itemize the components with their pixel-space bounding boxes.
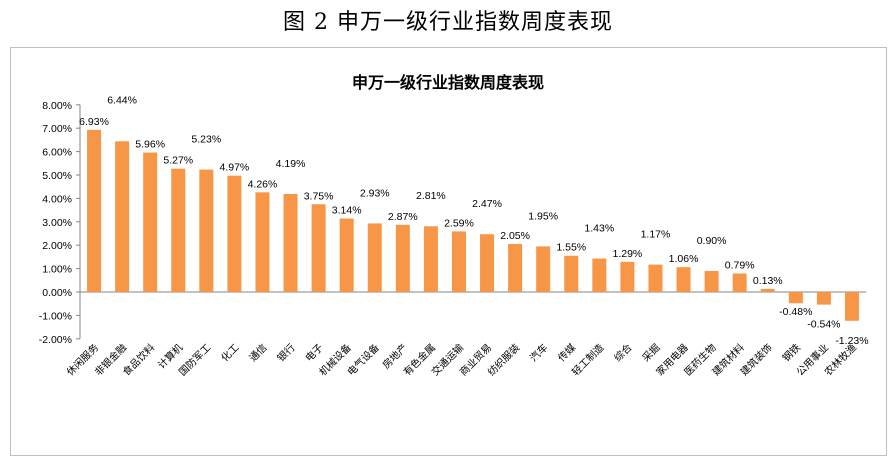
bar bbox=[255, 192, 270, 292]
data-label: 6.93% bbox=[79, 116, 109, 128]
y-tick-label: -1.00% bbox=[39, 310, 72, 322]
data-label: 1.95% bbox=[528, 210, 558, 222]
data-label: 4.26% bbox=[248, 178, 278, 190]
data-labels: 6.93% 6.44% 5.96% 5.27% 5.23% 4.97% 4.26% 4.19%… bbox=[79, 94, 868, 346]
data-label: -0.54% bbox=[807, 319, 840, 331]
bar bbox=[227, 175, 242, 292]
bar bbox=[395, 224, 410, 292]
data-label: 4.19% bbox=[276, 158, 306, 170]
bar bbox=[788, 292, 803, 304]
bar bbox=[115, 141, 130, 292]
y-tick-label: 7.00% bbox=[42, 123, 72, 135]
data-label: 5.27% bbox=[163, 155, 193, 167]
data-label: -0.48% bbox=[779, 306, 812, 318]
chart-title: 申万一级行业指数周度表现 bbox=[352, 73, 544, 92]
bar bbox=[311, 204, 326, 292]
bar bbox=[648, 264, 663, 292]
bar bbox=[423, 226, 438, 292]
bar bbox=[508, 244, 523, 292]
data-label: 2.59% bbox=[444, 217, 474, 229]
y-tick-label: 8.00% bbox=[42, 100, 72, 112]
bar bbox=[536, 246, 551, 292]
bar bbox=[143, 152, 158, 292]
data-label: 1.29% bbox=[613, 248, 643, 260]
bar bbox=[451, 231, 466, 292]
bar bbox=[732, 273, 747, 292]
bar bbox=[760, 288, 775, 292]
data-label: 1.43% bbox=[584, 223, 614, 235]
y-tick-label: -2.00% bbox=[39, 334, 72, 346]
data-label: -1.23% bbox=[835, 335, 868, 347]
data-label: 0.90% bbox=[697, 235, 727, 247]
figure-title: 图 2 申万一级行业指数周度表现 bbox=[283, 10, 613, 35]
data-label: 2.81% bbox=[416, 190, 446, 202]
bar bbox=[367, 223, 382, 292]
bars bbox=[87, 129, 859, 321]
chart-frame bbox=[10, 47, 887, 456]
bar bbox=[844, 292, 859, 321]
data-label: 3.14% bbox=[332, 205, 362, 217]
bar bbox=[592, 258, 607, 292]
y-tick-label: 0.00% bbox=[42, 287, 72, 299]
y-tick-label: 2.00% bbox=[42, 240, 72, 252]
data-label: 1.55% bbox=[556, 242, 586, 254]
data-label: 2.93% bbox=[360, 187, 390, 199]
bar bbox=[620, 261, 635, 292]
bar bbox=[480, 234, 495, 292]
data-label: 0.79% bbox=[725, 260, 755, 272]
data-label: 4.97% bbox=[220, 162, 250, 174]
y-tick-label: 3.00% bbox=[42, 217, 72, 229]
data-label: 6.44% bbox=[107, 94, 137, 106]
bar bbox=[704, 270, 719, 292]
bar bbox=[564, 255, 579, 292]
data-label: 2.87% bbox=[388, 211, 418, 223]
data-label: 2.47% bbox=[472, 198, 502, 210]
bar bbox=[87, 129, 102, 292]
bar bbox=[816, 292, 831, 305]
bar bbox=[283, 193, 298, 292]
data-label: 0.13% bbox=[753, 275, 783, 287]
bar bbox=[171, 168, 186, 292]
data-label: 3.75% bbox=[304, 190, 334, 202]
bar bbox=[676, 267, 691, 292]
data-label: 5.96% bbox=[135, 139, 165, 151]
bar bbox=[339, 218, 354, 292]
bar bbox=[199, 169, 214, 292]
y-tick-label: 4.00% bbox=[42, 193, 72, 205]
y-tick-label: 5.00% bbox=[42, 170, 72, 182]
data-label: 1.06% bbox=[669, 253, 699, 265]
data-label: 2.05% bbox=[500, 230, 530, 242]
y-tick-label: 6.00% bbox=[42, 147, 72, 159]
data-label: 1.17% bbox=[641, 229, 671, 241]
data-label: 5.23% bbox=[191, 134, 221, 146]
y-tick-label: 1.00% bbox=[42, 264, 72, 276]
